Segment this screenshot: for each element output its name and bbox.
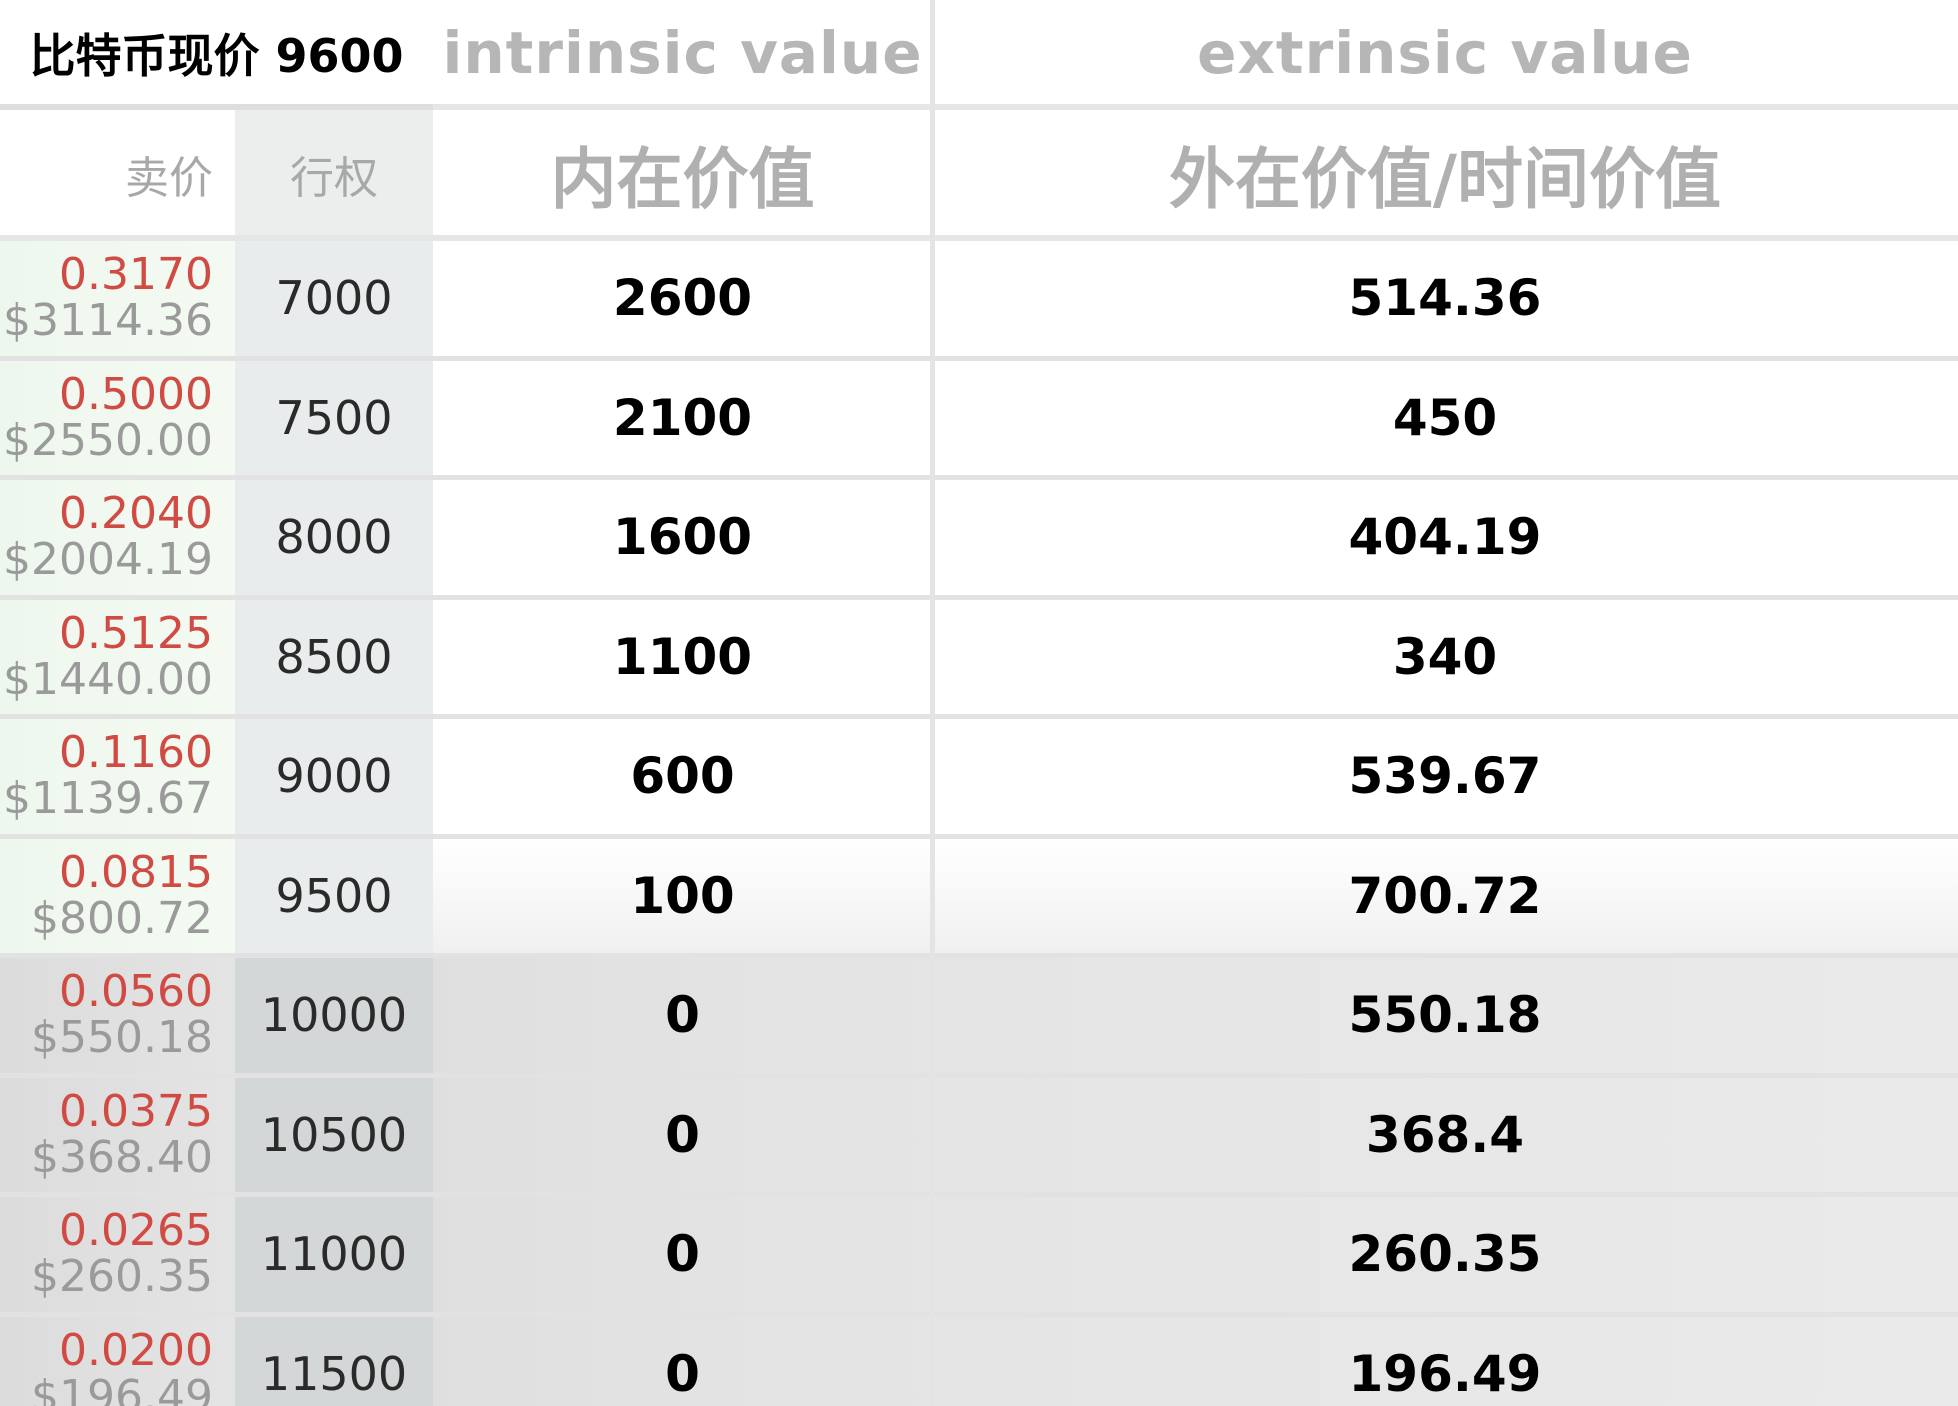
- intrinsic-value-cell: 0: [665, 1344, 700, 1403]
- ask-price-cell: 0.0560 $550.18: [0, 958, 235, 1073]
- strike-cell: 7500: [235, 360, 433, 475]
- extrinsic-value-cell: 700.72: [1348, 866, 1542, 925]
- intrinsic-value-cell: 2600: [612, 269, 753, 328]
- extrinsic-value-cell: 450: [1392, 388, 1498, 447]
- extrinsic-value-cell: 340: [1392, 627, 1498, 686]
- intrinsic-value-cell: 0: [665, 986, 700, 1045]
- ask-btc-value: 0.0200: [59, 1324, 213, 1376]
- extrinsic-value-cell: 404.19: [1348, 508, 1542, 567]
- ask-usd-value: $1139.67: [3, 773, 213, 825]
- table-row: 0.0375 $368.40 10500 0 368.4: [0, 1077, 1958, 1197]
- intrinsic-value-cell: 0: [665, 1105, 700, 1164]
- divider: [0, 235, 1958, 241]
- strike-cell: 10500: [235, 1077, 433, 1192]
- ask-price-cell: 0.5125 $1440.00: [0, 599, 235, 714]
- strike-cell: 8500: [235, 599, 433, 714]
- ask-usd-value: $3114.36: [3, 295, 213, 347]
- extrinsic-value-cell: 368.4: [1365, 1105, 1525, 1164]
- table-row: 0.0200 $196.49 11500 0 196.49: [0, 1316, 1958, 1406]
- column-header-strike: 行权: [235, 110, 433, 237]
- spot-price-title: 比特币现价 9600: [29, 29, 404, 83]
- table-row: 0.0815 $800.72 9500 100 700.72: [0, 838, 1958, 958]
- ask-usd-value: $800.72: [31, 892, 213, 944]
- strike-cell: 11000: [235, 1197, 433, 1312]
- ask-price-cell: 0.0815 $800.72: [0, 838, 235, 953]
- ask-price-cell: 0.2040 $2004.19: [0, 480, 235, 595]
- column-header-intrinsic: 内在价值: [550, 140, 815, 218]
- extrinsic-value-cell: 260.35: [1348, 1225, 1542, 1284]
- table-row: 0.0560 $550.18 10000 0 550.18: [0, 958, 1958, 1078]
- intrinsic-value-cell: 1600: [612, 508, 753, 567]
- ask-usd-value: $1440.00: [3, 653, 213, 705]
- ask-btc-value: 0.0560: [59, 966, 213, 1018]
- extrinsic-value-title: extrinsic value: [1197, 19, 1693, 87]
- ask-btc-value: 0.2040: [59, 488, 213, 540]
- ask-btc-value: 0.1160: [59, 727, 213, 779]
- ask-price-cell: 0.0200 $196.49: [0, 1316, 235, 1406]
- strike-cell: 8000: [235, 480, 433, 595]
- title-row: 比特币现价 9600 intrinsic value extrinsic val…: [0, 0, 1958, 110]
- ask-btc-value: 0.5125: [59, 607, 213, 659]
- table-row: 0.5125 $1440.00 8500 1100 340: [0, 599, 1958, 719]
- intrinsic-value-title: intrinsic value: [442, 19, 923, 87]
- divider: [0, 104, 433, 110]
- header-row: 卖价 行权 内在价值 外在价值/时间价值: [0, 110, 1958, 237]
- table-row: 0.2040 $2004.19 8000 1600 404.19: [0, 480, 1958, 600]
- ask-btc-value: 0.0375: [59, 1085, 213, 1137]
- ask-usd-value: $2004.19: [3, 534, 213, 586]
- ask-price-cell: 0.0265 $260.35: [0, 1197, 235, 1312]
- extrinsic-value-cell: 514.36: [1348, 269, 1542, 328]
- table-row: 0.0265 $260.35 11000 0 260.35: [0, 1197, 1958, 1317]
- extrinsic-value-cell: 196.49: [1348, 1344, 1542, 1403]
- strike-cell: 9000: [235, 719, 433, 834]
- intrinsic-value-cell: 2100: [612, 388, 753, 447]
- ask-price-cell: 0.3170 $3114.36: [0, 241, 235, 356]
- intrinsic-value-cell: 600: [630, 747, 735, 806]
- strike-cell: 11500: [235, 1316, 433, 1406]
- divider: [433, 104, 1958, 110]
- table-body: 0.3170 $3114.36 7000 2600 514.36 0.5000 $2550.…: [0, 241, 1958, 1406]
- ask-btc-value: 0.0815: [59, 846, 213, 898]
- intrinsic-value-cell: 0: [665, 1225, 700, 1284]
- table-row: 0.1160 $1139.67 9000 600 539.67: [0, 719, 1958, 839]
- ask-btc-value: 0.5000: [59, 368, 213, 420]
- extrinsic-value-cell: 550.18: [1348, 986, 1542, 1045]
- intrinsic-value-cell: 1100: [612, 627, 753, 686]
- column-divider: [930, 0, 935, 1406]
- ask-price-cell: 0.0375 $368.40: [0, 1077, 235, 1192]
- column-header-ask: 卖价: [125, 152, 213, 204]
- strike-cell: 10000: [235, 958, 433, 1073]
- strike-cell: 7000: [235, 241, 433, 356]
- ask-price-cell: 0.1160 $1139.67: [0, 719, 235, 834]
- ask-price-cell: 0.5000 $2550.00: [0, 360, 235, 475]
- intrinsic-value-cell: 100: [630, 866, 735, 925]
- ask-usd-value: $196.49: [31, 1370, 213, 1406]
- column-header-extrinsic: 外在价值/时间价值: [1168, 140, 1722, 218]
- ask-btc-value: 0.0265: [59, 1205, 213, 1257]
- strike-cell: 9500: [235, 838, 433, 953]
- ask-usd-value: $2550.00: [3, 414, 213, 466]
- ask-usd-value: $550.18: [31, 1012, 213, 1064]
- table-row: 0.5000 $2550.00 7500 2100 450: [0, 360, 1958, 480]
- extrinsic-value-cell: 539.67: [1348, 747, 1542, 806]
- ask-btc-value: 0.3170: [59, 249, 213, 301]
- table-row: 0.3170 $3114.36 7000 2600 514.36: [0, 241, 1958, 361]
- ask-usd-value: $368.40: [31, 1131, 213, 1183]
- ask-usd-value: $260.35: [31, 1251, 213, 1303]
